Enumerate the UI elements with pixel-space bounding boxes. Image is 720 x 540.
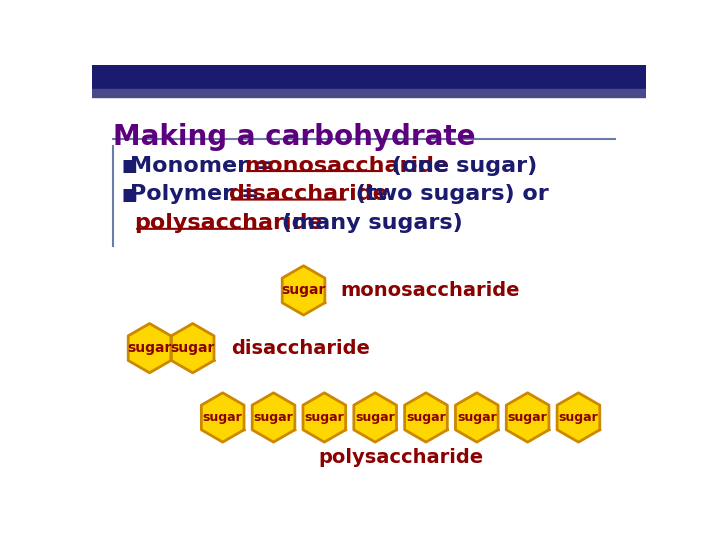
Text: sugar: sugar bbox=[406, 411, 446, 424]
Text: sugar: sugar bbox=[305, 411, 344, 424]
Text: sugar: sugar bbox=[355, 411, 395, 424]
Text: sugar: sugar bbox=[171, 341, 215, 355]
Polygon shape bbox=[202, 393, 244, 442]
Text: Polymer =: Polymer = bbox=[130, 184, 268, 204]
Text: disaccharide: disaccharide bbox=[229, 184, 387, 204]
Bar bbox=[92, 65, 647, 90]
Text: (many sugars): (many sugars) bbox=[274, 213, 463, 233]
Polygon shape bbox=[506, 393, 549, 442]
Text: sugar: sugar bbox=[282, 284, 325, 298]
Text: polysaccharide: polysaccharide bbox=[134, 213, 323, 233]
Text: monosaccharide: monosaccharide bbox=[341, 281, 520, 300]
Text: sugar: sugar bbox=[559, 411, 598, 424]
Polygon shape bbox=[171, 323, 214, 373]
Text: sugar: sugar bbox=[457, 411, 497, 424]
Polygon shape bbox=[282, 266, 325, 315]
Polygon shape bbox=[128, 323, 171, 373]
Text: (one sugar): (one sugar) bbox=[384, 156, 538, 176]
Polygon shape bbox=[557, 393, 600, 442]
Text: disaccharide: disaccharide bbox=[231, 339, 370, 357]
Text: (two sugars) or: (two sugars) or bbox=[348, 184, 549, 204]
Text: sugar: sugar bbox=[127, 341, 172, 355]
Text: sugar: sugar bbox=[253, 411, 293, 424]
Text: Making a carbohydrate: Making a carbohydrate bbox=[113, 123, 476, 151]
Text: monosaccharide: monosaccharide bbox=[244, 156, 449, 176]
Bar bbox=[92, 90, 647, 97]
Polygon shape bbox=[456, 393, 498, 442]
Polygon shape bbox=[252, 393, 295, 442]
Text: ■: ■ bbox=[121, 157, 137, 175]
Polygon shape bbox=[354, 393, 397, 442]
Polygon shape bbox=[303, 393, 346, 442]
Text: ■: ■ bbox=[121, 186, 137, 204]
Polygon shape bbox=[405, 393, 447, 442]
Text: sugar: sugar bbox=[508, 411, 547, 424]
Text: Monomer =: Monomer = bbox=[130, 156, 282, 176]
Text: sugar: sugar bbox=[203, 411, 243, 424]
Text: polysaccharide: polysaccharide bbox=[318, 448, 483, 467]
